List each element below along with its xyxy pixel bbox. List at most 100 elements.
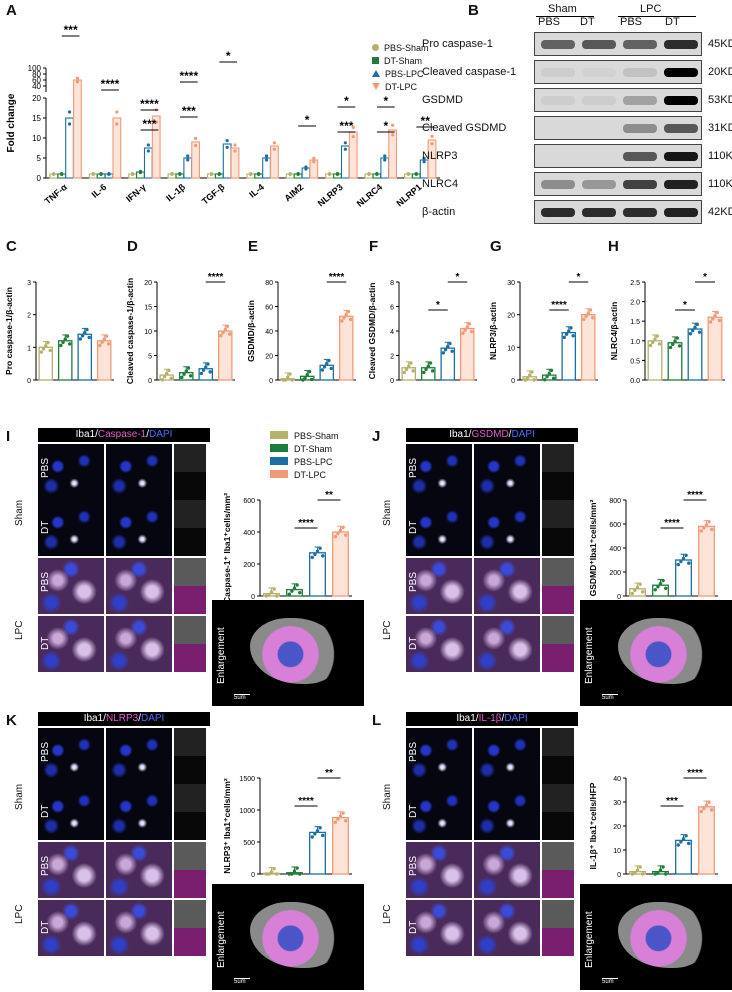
panel-label-j: J bbox=[372, 428, 381, 445]
blot-strip bbox=[534, 200, 702, 224]
cell-surface bbox=[618, 618, 708, 684]
legend-text: PBS-LPC bbox=[385, 69, 424, 79]
data-point bbox=[547, 371, 551, 376]
y-tick-label: 2.5 bbox=[630, 280, 640, 287]
y-tick-label: 2 bbox=[390, 354, 394, 361]
data-point bbox=[290, 378, 294, 382]
significance-label: * bbox=[383, 94, 388, 108]
y-tick-label: 1.5 bbox=[630, 319, 640, 326]
bar bbox=[151, 115, 161, 179]
legend-text: PBS-LPC bbox=[294, 457, 333, 467]
bar-dt-lpc bbox=[332, 531, 349, 597]
data-point bbox=[336, 531, 340, 536]
data-point bbox=[67, 122, 72, 126]
y-tick-label: 20 bbox=[265, 354, 273, 361]
row-condition-label: DT bbox=[408, 636, 419, 650]
bar bbox=[309, 159, 319, 179]
significance-label: **** bbox=[298, 518, 314, 529]
data-point bbox=[206, 362, 210, 366]
data-point bbox=[367, 172, 371, 176]
y-axis-label: NLRP3/β-actin bbox=[488, 302, 498, 360]
data-point bbox=[430, 142, 434, 146]
data-point bbox=[264, 154, 269, 158]
data-point bbox=[221, 330, 225, 335]
data-point bbox=[180, 375, 184, 380]
y-axis-label: NLRP3⁺ Iba1⁺cells/mm² bbox=[222, 778, 232, 874]
data-point bbox=[327, 172, 332, 176]
bar bbox=[73, 79, 82, 179]
enlargement-label: Enlargement bbox=[216, 911, 227, 968]
title-part: Iba1 bbox=[449, 429, 469, 440]
micrograph-overview bbox=[38, 558, 104, 614]
data-point bbox=[528, 373, 532, 377]
y-axis-label: Cleaved GSDMD/β-actin bbox=[367, 283, 377, 380]
blot-band bbox=[623, 96, 657, 105]
data-point bbox=[679, 840, 683, 844]
bar bbox=[270, 145, 279, 179]
data-point bbox=[201, 368, 206, 372]
significance-label: ** bbox=[421, 114, 431, 128]
data-point bbox=[407, 364, 411, 368]
title-part: DAPI bbox=[511, 429, 535, 440]
data-point bbox=[383, 154, 387, 158]
y-tick-label: 1.0 bbox=[630, 339, 640, 346]
data-point bbox=[217, 172, 221, 176]
y-tick-label: 10 bbox=[32, 134, 41, 143]
y-tick-label: 20 bbox=[144, 280, 152, 287]
legend-item: PBS-LPC bbox=[270, 456, 339, 469]
data-point bbox=[272, 587, 276, 591]
legend-marker bbox=[372, 57, 379, 64]
data-point bbox=[65, 334, 70, 338]
data-point bbox=[422, 156, 426, 160]
data-point bbox=[676, 562, 680, 567]
title-part: Iba1 bbox=[83, 713, 104, 724]
data-point bbox=[671, 342, 675, 347]
data-point bbox=[465, 325, 469, 329]
micrograph-zoom bbox=[474, 900, 540, 956]
micrograph-channel bbox=[542, 558, 574, 614]
data-point bbox=[272, 147, 277, 151]
micrograph-channel bbox=[174, 616, 206, 672]
data-point bbox=[315, 549, 320, 553]
data-point bbox=[287, 872, 291, 876]
micrograph-channel bbox=[542, 444, 574, 500]
data-point bbox=[169, 376, 173, 380]
y-tick-label: 80 bbox=[265, 280, 273, 287]
blot-band bbox=[582, 208, 616, 217]
data-point bbox=[346, 309, 351, 314]
significance-label: * bbox=[703, 272, 707, 283]
micrograph-overview bbox=[38, 500, 104, 556]
blot-kd-label: 20KD bbox=[708, 66, 732, 78]
data-point bbox=[630, 872, 634, 876]
blot-band bbox=[623, 152, 657, 161]
blot-row-label: Cleaved caspase-1 bbox=[422, 66, 517, 78]
y-tick-label: 8 bbox=[390, 280, 394, 287]
data-point bbox=[269, 870, 274, 874]
data-point bbox=[194, 136, 198, 140]
data-point bbox=[582, 317, 586, 322]
y-tick-label: 6 bbox=[390, 305, 394, 312]
row-condition-label: DT bbox=[40, 520, 51, 534]
x-tick-label: IL-6 bbox=[90, 182, 109, 200]
data-point bbox=[225, 145, 229, 149]
title-part: / bbox=[146, 429, 150, 440]
micrograph-overview bbox=[38, 728, 104, 784]
data-point bbox=[651, 340, 655, 345]
data-point bbox=[715, 310, 719, 315]
micrograph-overview bbox=[38, 444, 104, 500]
bar bbox=[230, 147, 240, 179]
data-point bbox=[272, 867, 276, 871]
data-point bbox=[315, 829, 320, 833]
row-group-label: LPC bbox=[382, 904, 393, 924]
legend-marker bbox=[372, 44, 379, 51]
micrograph-zoom bbox=[474, 728, 540, 784]
blot-band bbox=[623, 124, 657, 133]
scale-bar-label: 5um bbox=[602, 694, 618, 701]
micrograph-channel bbox=[174, 842, 206, 898]
blot-band bbox=[664, 124, 698, 133]
row-condition-label: PBS bbox=[408, 855, 419, 876]
y-tick-label: 800 bbox=[609, 498, 621, 505]
data-point bbox=[430, 369, 435, 373]
data-point bbox=[309, 377, 314, 382]
data-point bbox=[641, 590, 645, 594]
